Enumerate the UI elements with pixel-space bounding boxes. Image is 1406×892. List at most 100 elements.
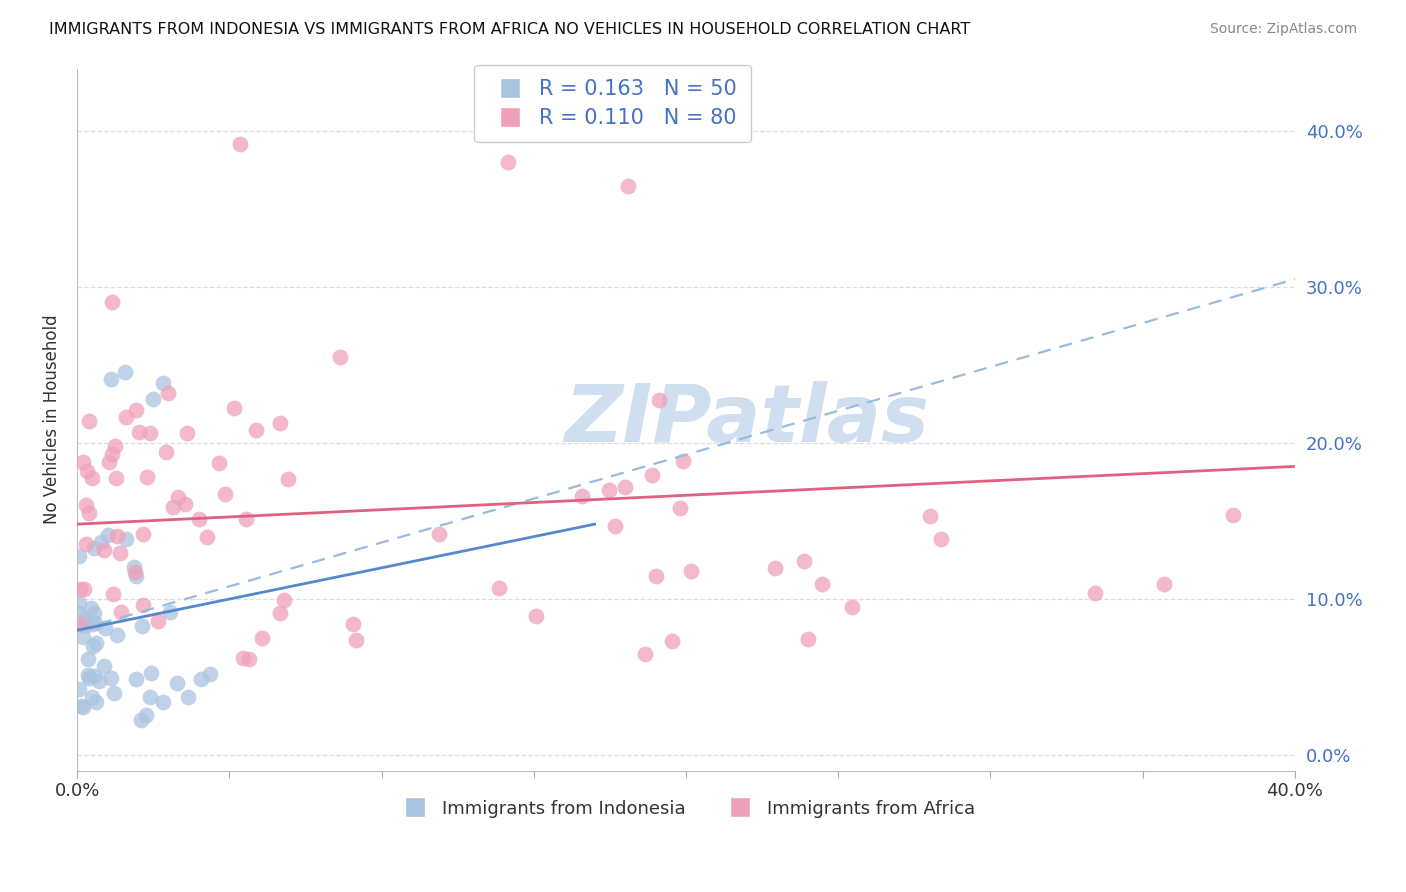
Point [1222, 508, 1244, 522]
Point [232, 651, 254, 665]
Point [152, 376, 174, 391]
Point [83, 669, 105, 683]
Point [155, 445, 177, 459]
Text: ZIPatlas: ZIPatlas [564, 381, 929, 458]
Point [229, 137, 252, 152]
Point [679, 564, 702, 578]
Point [77, 672, 100, 686]
Point [841, 599, 863, 614]
Point [67, 596, 90, 610]
Point [72, 630, 94, 644]
Point [69, 582, 91, 596]
Point [342, 617, 364, 632]
Point [173, 497, 195, 511]
Point [613, 480, 636, 494]
Point [190, 672, 212, 686]
Point [162, 500, 184, 514]
Point [661, 634, 683, 648]
Point [115, 409, 138, 424]
Point [124, 566, 146, 580]
Point [105, 528, 128, 542]
Point [920, 508, 942, 523]
Point [86, 695, 108, 709]
Text: Source: ZipAtlas.com: Source: ZipAtlas.com [1209, 22, 1357, 37]
Point [146, 614, 169, 628]
Point [641, 468, 664, 483]
Point [101, 447, 124, 461]
Point [131, 527, 153, 541]
Point [90, 534, 112, 549]
Point [273, 593, 295, 607]
Point [250, 632, 273, 646]
Point [94, 621, 117, 635]
Point [72, 615, 94, 630]
Point [617, 178, 640, 193]
Point [139, 666, 162, 681]
Point [100, 671, 122, 685]
Point [77, 506, 100, 520]
Point [101, 294, 124, 309]
Point [598, 483, 620, 497]
Point [76, 464, 98, 478]
Point [72, 699, 94, 714]
Point [427, 527, 450, 541]
Point [132, 598, 155, 612]
Point [80, 600, 103, 615]
Point [67, 606, 90, 620]
Point [344, 633, 367, 648]
Point [571, 489, 593, 503]
Point [763, 561, 786, 575]
Point [634, 647, 657, 661]
Point [152, 695, 174, 709]
Point [115, 532, 138, 546]
Point [167, 490, 190, 504]
Point [214, 486, 236, 500]
Point [122, 560, 145, 574]
Point [93, 542, 115, 557]
Point [75, 537, 97, 551]
Point [75, 498, 97, 512]
Point [644, 569, 666, 583]
Point [131, 619, 153, 633]
Point [671, 454, 693, 468]
Point [929, 532, 952, 546]
Point [67, 549, 90, 563]
Point [100, 372, 122, 386]
Point [83, 606, 105, 620]
Point [793, 554, 815, 568]
Point [159, 605, 181, 619]
Point [187, 511, 209, 525]
Point [797, 632, 820, 646]
Point [142, 392, 165, 407]
Point [235, 512, 257, 526]
Point [72, 582, 94, 596]
Point [648, 393, 671, 408]
Point [166, 675, 188, 690]
Point [72, 455, 94, 469]
Point [69, 617, 91, 632]
Point [603, 519, 626, 533]
Point [105, 471, 128, 485]
Point [82, 617, 104, 632]
Point [84, 636, 107, 650]
Legend: Immigrants from Indonesia, Immigrants from Africa: Immigrants from Indonesia, Immigrants fr… [389, 792, 983, 825]
Point [67, 682, 90, 697]
Point [224, 401, 246, 415]
Point [669, 501, 692, 516]
Point [103, 686, 125, 700]
Point [245, 423, 267, 437]
Point [80, 471, 103, 485]
Point [124, 569, 146, 583]
Point [108, 546, 131, 560]
Point [269, 416, 291, 430]
Point [124, 672, 146, 686]
Point [83, 541, 105, 555]
Point [89, 674, 111, 689]
Point [69, 699, 91, 714]
Point [77, 415, 100, 429]
Point [1084, 586, 1107, 600]
Point [128, 425, 150, 440]
Point [810, 577, 832, 591]
Point [129, 713, 152, 727]
Point [176, 425, 198, 440]
